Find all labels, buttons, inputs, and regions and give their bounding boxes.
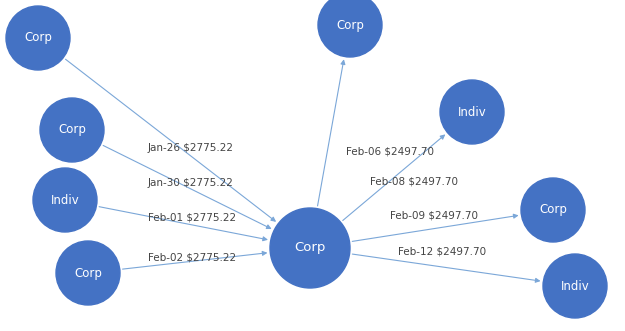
Circle shape — [521, 178, 585, 242]
Circle shape — [6, 6, 70, 70]
Text: Corp: Corp — [294, 242, 326, 255]
Circle shape — [270, 208, 350, 288]
Circle shape — [40, 98, 104, 162]
Text: Corp: Corp — [24, 31, 52, 44]
Text: Feb-06 $2497.70: Feb-06 $2497.70 — [346, 147, 434, 157]
Circle shape — [33, 168, 97, 232]
Text: Indiv: Indiv — [458, 106, 486, 118]
Circle shape — [56, 241, 120, 305]
Circle shape — [318, 0, 382, 57]
Text: Feb-09 $2497.70: Feb-09 $2497.70 — [390, 211, 478, 221]
Text: Feb-01 $2775.22: Feb-01 $2775.22 — [148, 213, 236, 223]
Text: Corp: Corp — [336, 19, 364, 31]
Text: Corp: Corp — [58, 123, 86, 136]
Text: Jan-30 $2775.22: Jan-30 $2775.22 — [148, 178, 234, 188]
Text: Corp: Corp — [539, 204, 567, 216]
Text: Feb-08 $2497.70: Feb-08 $2497.70 — [370, 177, 458, 187]
Circle shape — [440, 80, 504, 144]
Text: Feb-02 $2775.22: Feb-02 $2775.22 — [148, 253, 236, 263]
Circle shape — [543, 254, 607, 318]
Text: Indiv: Indiv — [51, 194, 79, 207]
Text: Feb-12 $2497.70: Feb-12 $2497.70 — [398, 247, 486, 257]
Text: Corp: Corp — [74, 266, 102, 279]
Text: Jan-26 $2775.22: Jan-26 $2775.22 — [148, 143, 234, 153]
Text: Indiv: Indiv — [561, 279, 589, 293]
